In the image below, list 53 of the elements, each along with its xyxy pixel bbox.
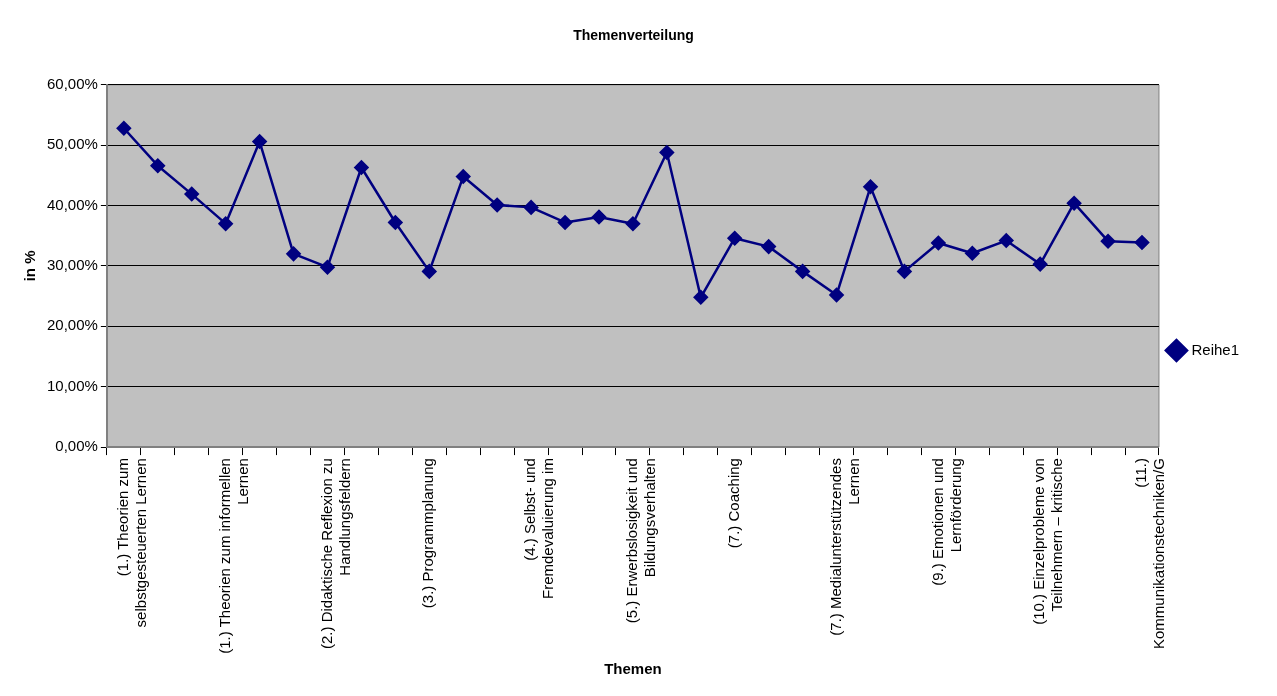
x-axis-title: Themen xyxy=(604,660,662,678)
point xyxy=(863,179,878,195)
chart-title: Themenverteilung xyxy=(573,27,694,44)
point xyxy=(727,230,742,246)
y-tick-label: 60,00% xyxy=(47,74,98,92)
point xyxy=(455,169,471,184)
y-axis-title: in % xyxy=(21,250,39,282)
point xyxy=(795,264,810,279)
point xyxy=(523,200,539,215)
point xyxy=(320,259,335,275)
point xyxy=(1066,195,1082,211)
point xyxy=(1134,235,1150,250)
x-tick-label: (1.) Theorien zum informellen Lernen xyxy=(215,458,251,654)
point xyxy=(252,134,267,149)
point xyxy=(897,264,912,279)
y-tick-label: 40,00% xyxy=(47,195,98,213)
point xyxy=(659,145,675,160)
x-tick-label: (7.) Coaching xyxy=(724,458,742,549)
x-tick-label: (3.) Programmplanung xyxy=(419,458,437,609)
y-tick-label: 50,00% xyxy=(47,135,98,153)
x-tick-label: (7.) Medialunterstützendes Lernen xyxy=(826,458,862,636)
point xyxy=(116,121,132,136)
x-tick-label: (1.) Theorien zum selbstgesteuerten Lernen xyxy=(113,458,149,628)
point xyxy=(591,209,607,225)
point xyxy=(422,264,437,279)
point xyxy=(965,246,980,261)
x-tick-label: (4.) Selbst- und Fremdevaluierung im xyxy=(521,458,557,599)
point xyxy=(184,186,199,202)
x-tick-label: (11.) Kommunikationstechniken/G xyxy=(1132,458,1168,650)
y-tick-label: 10,00% xyxy=(47,376,98,394)
point xyxy=(489,197,505,213)
point xyxy=(1032,256,1048,272)
point xyxy=(761,239,776,254)
point xyxy=(1100,233,1116,249)
point xyxy=(557,215,573,230)
point xyxy=(150,158,166,173)
y-tick-label: 0,00% xyxy=(55,437,98,455)
point xyxy=(354,160,369,175)
x-tick-label: (9.) Emotionen und Lernförderung xyxy=(928,458,964,586)
x-tick-label: (10.) Einzelprobleme von Teilnehmern – kritische xyxy=(1030,458,1066,625)
y-tick-label: 30,00% xyxy=(47,256,98,274)
point xyxy=(286,246,301,262)
point xyxy=(388,215,403,230)
x-tick-label: (2.) Didaktische Reflexion zu Handlungsfeldern xyxy=(317,458,353,650)
point xyxy=(625,216,641,231)
point xyxy=(998,233,1014,248)
point xyxy=(218,216,233,231)
point xyxy=(693,290,709,305)
legend-label: Reihe1 xyxy=(1191,340,1240,358)
point xyxy=(931,235,946,251)
point xyxy=(829,287,844,303)
x-tick-label: (5.) Erwerbslosigkeit und Bildungsverhalten xyxy=(623,458,659,624)
y-tick-label: 20,00% xyxy=(47,316,98,334)
